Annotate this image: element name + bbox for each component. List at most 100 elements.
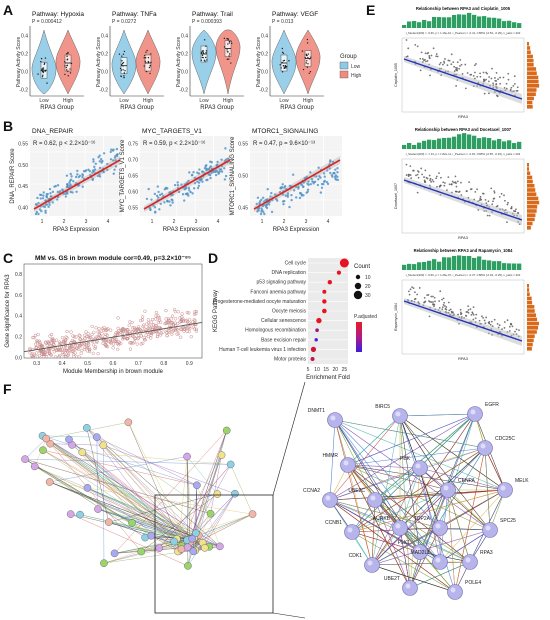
marginal-histogram-bar (417, 22, 422, 28)
scatter-point (171, 323, 176, 327)
marginal-histogram-bar (527, 105, 533, 109)
jitter-point (228, 40, 231, 43)
scatter-point (74, 335, 78, 339)
scatter-point (94, 326, 98, 330)
scatter-point (490, 320, 493, 323)
marginal-histogram-bar (437, 261, 442, 270)
scatter-point (58, 348, 62, 352)
scatter-point (433, 305, 435, 308)
y-tick-label: 0.55 (128, 206, 138, 212)
scatter-point (486, 214, 489, 217)
marginal-histogram-bar (462, 133, 467, 149)
y-tick-label: 0.75 (128, 142, 138, 148)
scatter-point (515, 328, 518, 331)
marginal-histogram-bar (527, 50, 531, 54)
scatter-point (149, 208, 152, 211)
jitter-point (201, 56, 203, 59)
node-label: UBE2C (348, 488, 365, 494)
scatter-point (466, 190, 468, 192)
scatter-point (428, 55, 431, 57)
scatter-point (430, 180, 433, 183)
scatter-point (104, 332, 108, 337)
network-node (147, 531, 156, 540)
network-edge (195, 485, 198, 534)
scatter-point (331, 160, 335, 164)
scatter-point (467, 311, 470, 314)
network-node-ube2t (402, 580, 418, 596)
scatter-point (278, 191, 282, 194)
marginal-histogram-bar (527, 309, 535, 313)
jitter-point (118, 53, 121, 55)
jitter-point (306, 54, 308, 57)
scatter-point (56, 190, 60, 194)
jitter-point (42, 71, 44, 74)
scatter-point (491, 67, 493, 70)
stat-text: t_Student(200) = -7.13, p = 1.82e-11, r_… (406, 152, 521, 156)
scatter-point (292, 189, 296, 192)
scatter-point (498, 324, 501, 327)
network-edge (351, 413, 476, 533)
scatter-point (131, 341, 135, 345)
jitter-point (122, 61, 125, 64)
scatter-point (286, 192, 290, 195)
network-node-top2a (432, 520, 448, 536)
network-edge (87, 487, 188, 541)
jitter-point (223, 46, 226, 48)
scatter-point (65, 336, 69, 340)
marginal-histogram-bar (452, 14, 457, 28)
scatter-point (264, 205, 268, 208)
marginal-histogram-bar (507, 20, 512, 28)
jitter-point (67, 51, 69, 54)
scatter-point (76, 347, 81, 351)
scatter-point (98, 175, 102, 178)
scatter-point (142, 336, 146, 340)
scatter-point (485, 71, 487, 74)
panel-d-kegg-dotplot: Cell cycle DNA replication p53 signaling p… (213, 258, 377, 381)
pathway-label: Progesterone-mediated oocyte maturation (213, 299, 307, 305)
scatter-point (488, 214, 491, 217)
scatter-point (187, 330, 191, 334)
jitter-point (145, 70, 148, 73)
scatter-point (447, 59, 450, 62)
scatter-point (309, 171, 312, 174)
network-edge (42, 449, 197, 486)
scatter-point (185, 310, 189, 315)
network-edge (347, 447, 486, 466)
marginal-histogram-bar (442, 137, 447, 149)
scatter-point (258, 201, 261, 205)
scatter-point (125, 327, 129, 332)
network-node (110, 549, 119, 558)
scatter-point (196, 186, 200, 190)
scatter-point (87, 347, 92, 352)
scatter-point (115, 147, 119, 151)
scatter-point (192, 312, 197, 316)
marginal-histogram-bar (527, 188, 536, 192)
scatter-point (290, 198, 293, 202)
scatter-point (428, 174, 431, 177)
scatter-point (168, 324, 172, 328)
scatter-point (152, 204, 155, 207)
scatter-point (438, 306, 441, 309)
network-node (124, 418, 133, 427)
scatter-point (38, 193, 42, 196)
scatter-point (142, 338, 147, 342)
network-edge (374, 489, 506, 501)
scatter-point (417, 176, 420, 179)
scatter-point (428, 300, 430, 302)
jitter-point (302, 68, 305, 71)
scatter-point (115, 341, 120, 346)
scatter-point (270, 191, 273, 195)
scatter-point (61, 350, 65, 355)
scatter-point (49, 338, 54, 342)
scatter-point (220, 170, 224, 173)
scatter-point (139, 328, 143, 332)
network-node-spc25 (482, 522, 498, 538)
scatter-point (439, 176, 442, 179)
jitter-point (200, 51, 203, 54)
network-edge (347, 464, 421, 553)
marginal-histogram-bar (527, 347, 532, 351)
network-node-pbk (412, 460, 428, 476)
scatter-point (453, 65, 456, 68)
scatter-point (46, 192, 49, 196)
